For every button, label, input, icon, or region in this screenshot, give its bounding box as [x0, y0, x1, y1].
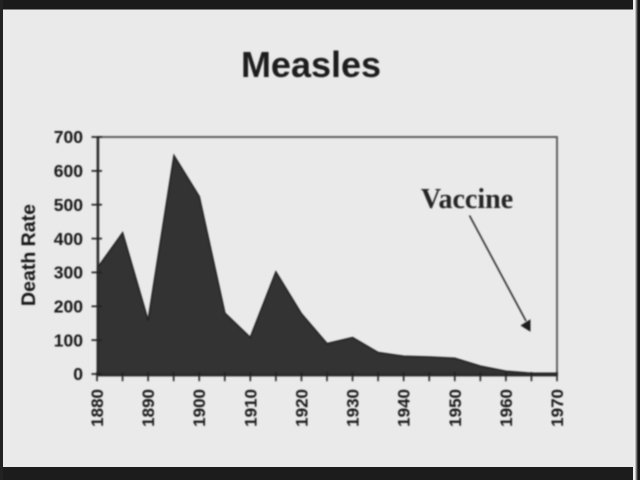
svg-text:100: 100	[54, 330, 83, 350]
svg-text:1970: 1970	[548, 389, 567, 427]
svg-text:200: 200	[54, 297, 83, 317]
svg-text:0: 0	[73, 364, 83, 384]
svg-text:700: 700	[54, 127, 83, 147]
svg-text:Death Rate: Death Rate	[18, 204, 40, 306]
svg-text:1900: 1900	[190, 389, 209, 427]
svg-text:1880: 1880	[88, 389, 107, 427]
svg-text:Measles: Measles	[241, 44, 381, 85]
svg-text:1960: 1960	[497, 389, 516, 427]
svg-text:Vaccine: Vaccine	[421, 184, 513, 215]
svg-text:300: 300	[54, 263, 83, 283]
svg-text:600: 600	[54, 161, 83, 181]
svg-text:1930: 1930	[344, 389, 363, 427]
svg-text:400: 400	[54, 229, 83, 249]
svg-text:1920: 1920	[292, 389, 311, 427]
svg-text:1940: 1940	[395, 389, 414, 427]
svg-text:500: 500	[54, 195, 83, 215]
svg-text:1890: 1890	[139, 389, 158, 427]
svg-text:1950: 1950	[446, 389, 465, 427]
svg-text:1910: 1910	[241, 389, 260, 427]
